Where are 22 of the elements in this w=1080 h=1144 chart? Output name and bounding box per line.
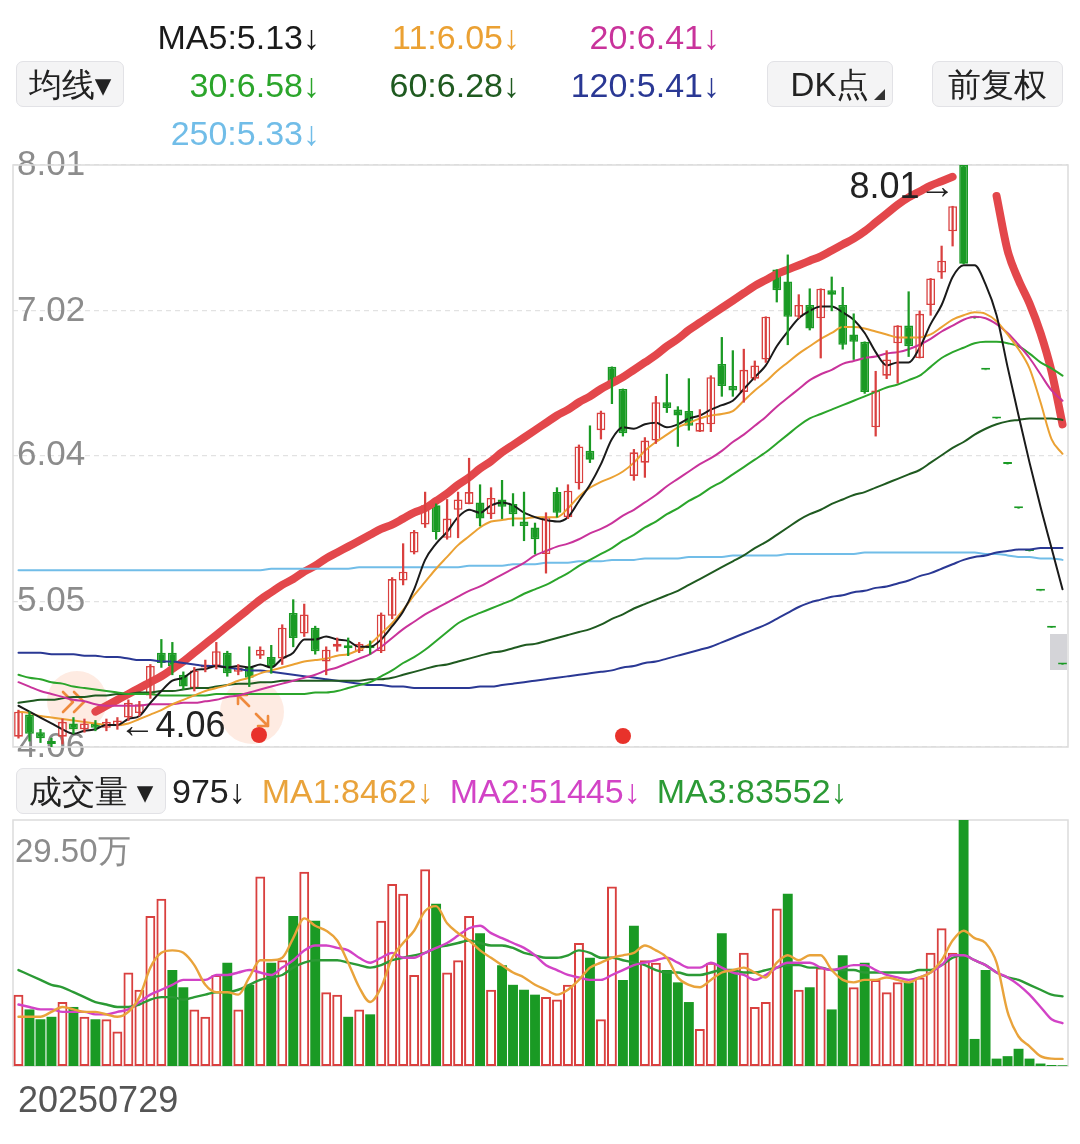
- button: DK点: [767, 61, 893, 107]
- y-tick-label: 8.01: [17, 142, 86, 182]
- text: 975↓: [172, 772, 246, 810]
- text: MA5:5.13↓: [157, 18, 320, 56]
- text: 20250729: [18, 1079, 179, 1120]
- y-tick-label: 5.05: [17, 578, 86, 618]
- text: 250:5.33↓: [170, 114, 320, 152]
- text: MA2:51445↓: [449, 772, 641, 810]
- text: 11:6.05↓: [392, 18, 520, 56]
- button: 成交量 ▾: [16, 768, 166, 814]
- annotation: ←4.06: [119, 703, 226, 745]
- annotation: 29.50万: [15, 832, 131, 869]
- text: MA3:83552↓: [656, 772, 848, 810]
- y-tick-label: 7.02: [17, 288, 86, 328]
- text: 60:6.28↓: [389, 66, 520, 104]
- button: 前复权: [932, 61, 1063, 107]
- text: 30:6.58↓: [189, 66, 320, 104]
- text: 120:5.41↓: [570, 66, 720, 104]
- y-tick-label: 6.04: [17, 432, 86, 472]
- text: MA1:8462↓: [261, 772, 434, 810]
- button: 均线▾: [16, 61, 124, 107]
- text: 20:6.41↓: [589, 18, 720, 56]
